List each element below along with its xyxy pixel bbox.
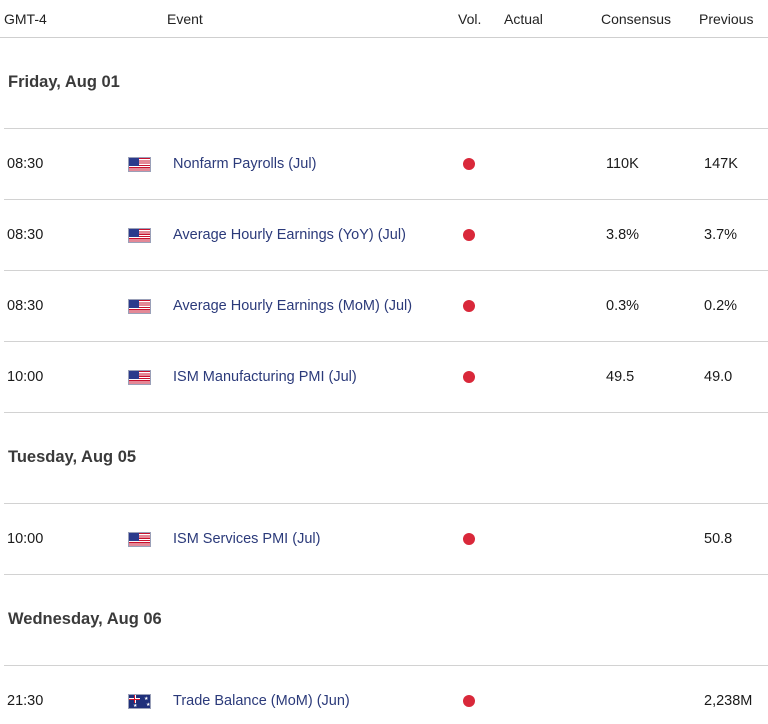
divider — [4, 412, 768, 413]
divider — [4, 503, 768, 504]
day-heading: Wednesday, Aug 06 — [8, 610, 162, 628]
previous-value: 2,238M — [704, 693, 753, 709]
table-header: GMT-4 Event Vol. Actual Consensus Previo… — [0, 0, 768, 38]
us-flag-icon — [128, 299, 151, 314]
actual-header: Actual — [504, 11, 543, 27]
event-name-link[interactable]: Average Hourly Earnings (YoY) (Jul) — [173, 227, 406, 243]
high-volatility-icon — [463, 695, 475, 707]
high-volatility-icon — [463, 533, 475, 545]
divider — [4, 199, 768, 200]
high-volatility-icon — [463, 300, 475, 312]
australia-flag-icon: ★ ★ ★ — [128, 694, 151, 709]
high-volatility-icon — [463, 158, 475, 170]
divider — [4, 270, 768, 271]
us-flag-icon — [128, 157, 151, 172]
day-heading: Friday, Aug 01 — [8, 73, 120, 91]
consensus-value: 3.8% — [606, 227, 640, 243]
event-time: 08:30 — [7, 298, 44, 314]
us-flag-icon — [128, 370, 151, 385]
high-volatility-icon — [463, 229, 475, 241]
event-name-link[interactable]: Nonfarm Payrolls (Jul) — [173, 156, 317, 172]
high-volatility-icon — [463, 371, 475, 383]
us-flag-icon — [128, 228, 151, 243]
divider — [4, 128, 768, 129]
consensus-value: 0.3% — [606, 298, 640, 314]
consensus-value: 110K — [606, 156, 639, 172]
previous-value: 147K — [704, 156, 738, 172]
previous-value: 50.8 — [704, 531, 733, 547]
divider — [4, 574, 768, 575]
event-name-link[interactable]: ISM Manufacturing PMI (Jul) — [173, 369, 357, 385]
event-time: 08:30 — [7, 227, 44, 243]
divider — [4, 665, 768, 666]
event-time: 08:30 — [7, 156, 44, 172]
previous-value: 0.2% — [704, 298, 738, 314]
timezone-header[interactable]: GMT-4 — [4, 11, 47, 27]
event-time: 21:30 — [7, 693, 44, 709]
event-name-link[interactable]: Average Hourly Earnings (MoM) (Jul) — [173, 298, 413, 314]
day-heading: Tuesday, Aug 05 — [8, 448, 137, 466]
consensus-value: 49.5 — [606, 369, 635, 385]
event-name-link[interactable]: Trade Balance (MoM) (Jun) — [173, 693, 350, 709]
previous-value: 49.0 — [704, 369, 733, 385]
previous-header: Previous — [699, 11, 754, 27]
event-time: 10:00 — [7, 369, 44, 385]
event-name-link[interactable]: ISM Services PMI (Jul) — [173, 531, 321, 547]
event-header: Event — [167, 11, 203, 27]
previous-value: 3.7% — [704, 227, 738, 243]
volatility-header: Vol. — [458, 11, 482, 27]
divider — [4, 341, 768, 342]
consensus-header: Consensus — [601, 11, 672, 27]
us-flag-icon — [128, 532, 151, 547]
event-time: 10:00 — [7, 531, 44, 547]
